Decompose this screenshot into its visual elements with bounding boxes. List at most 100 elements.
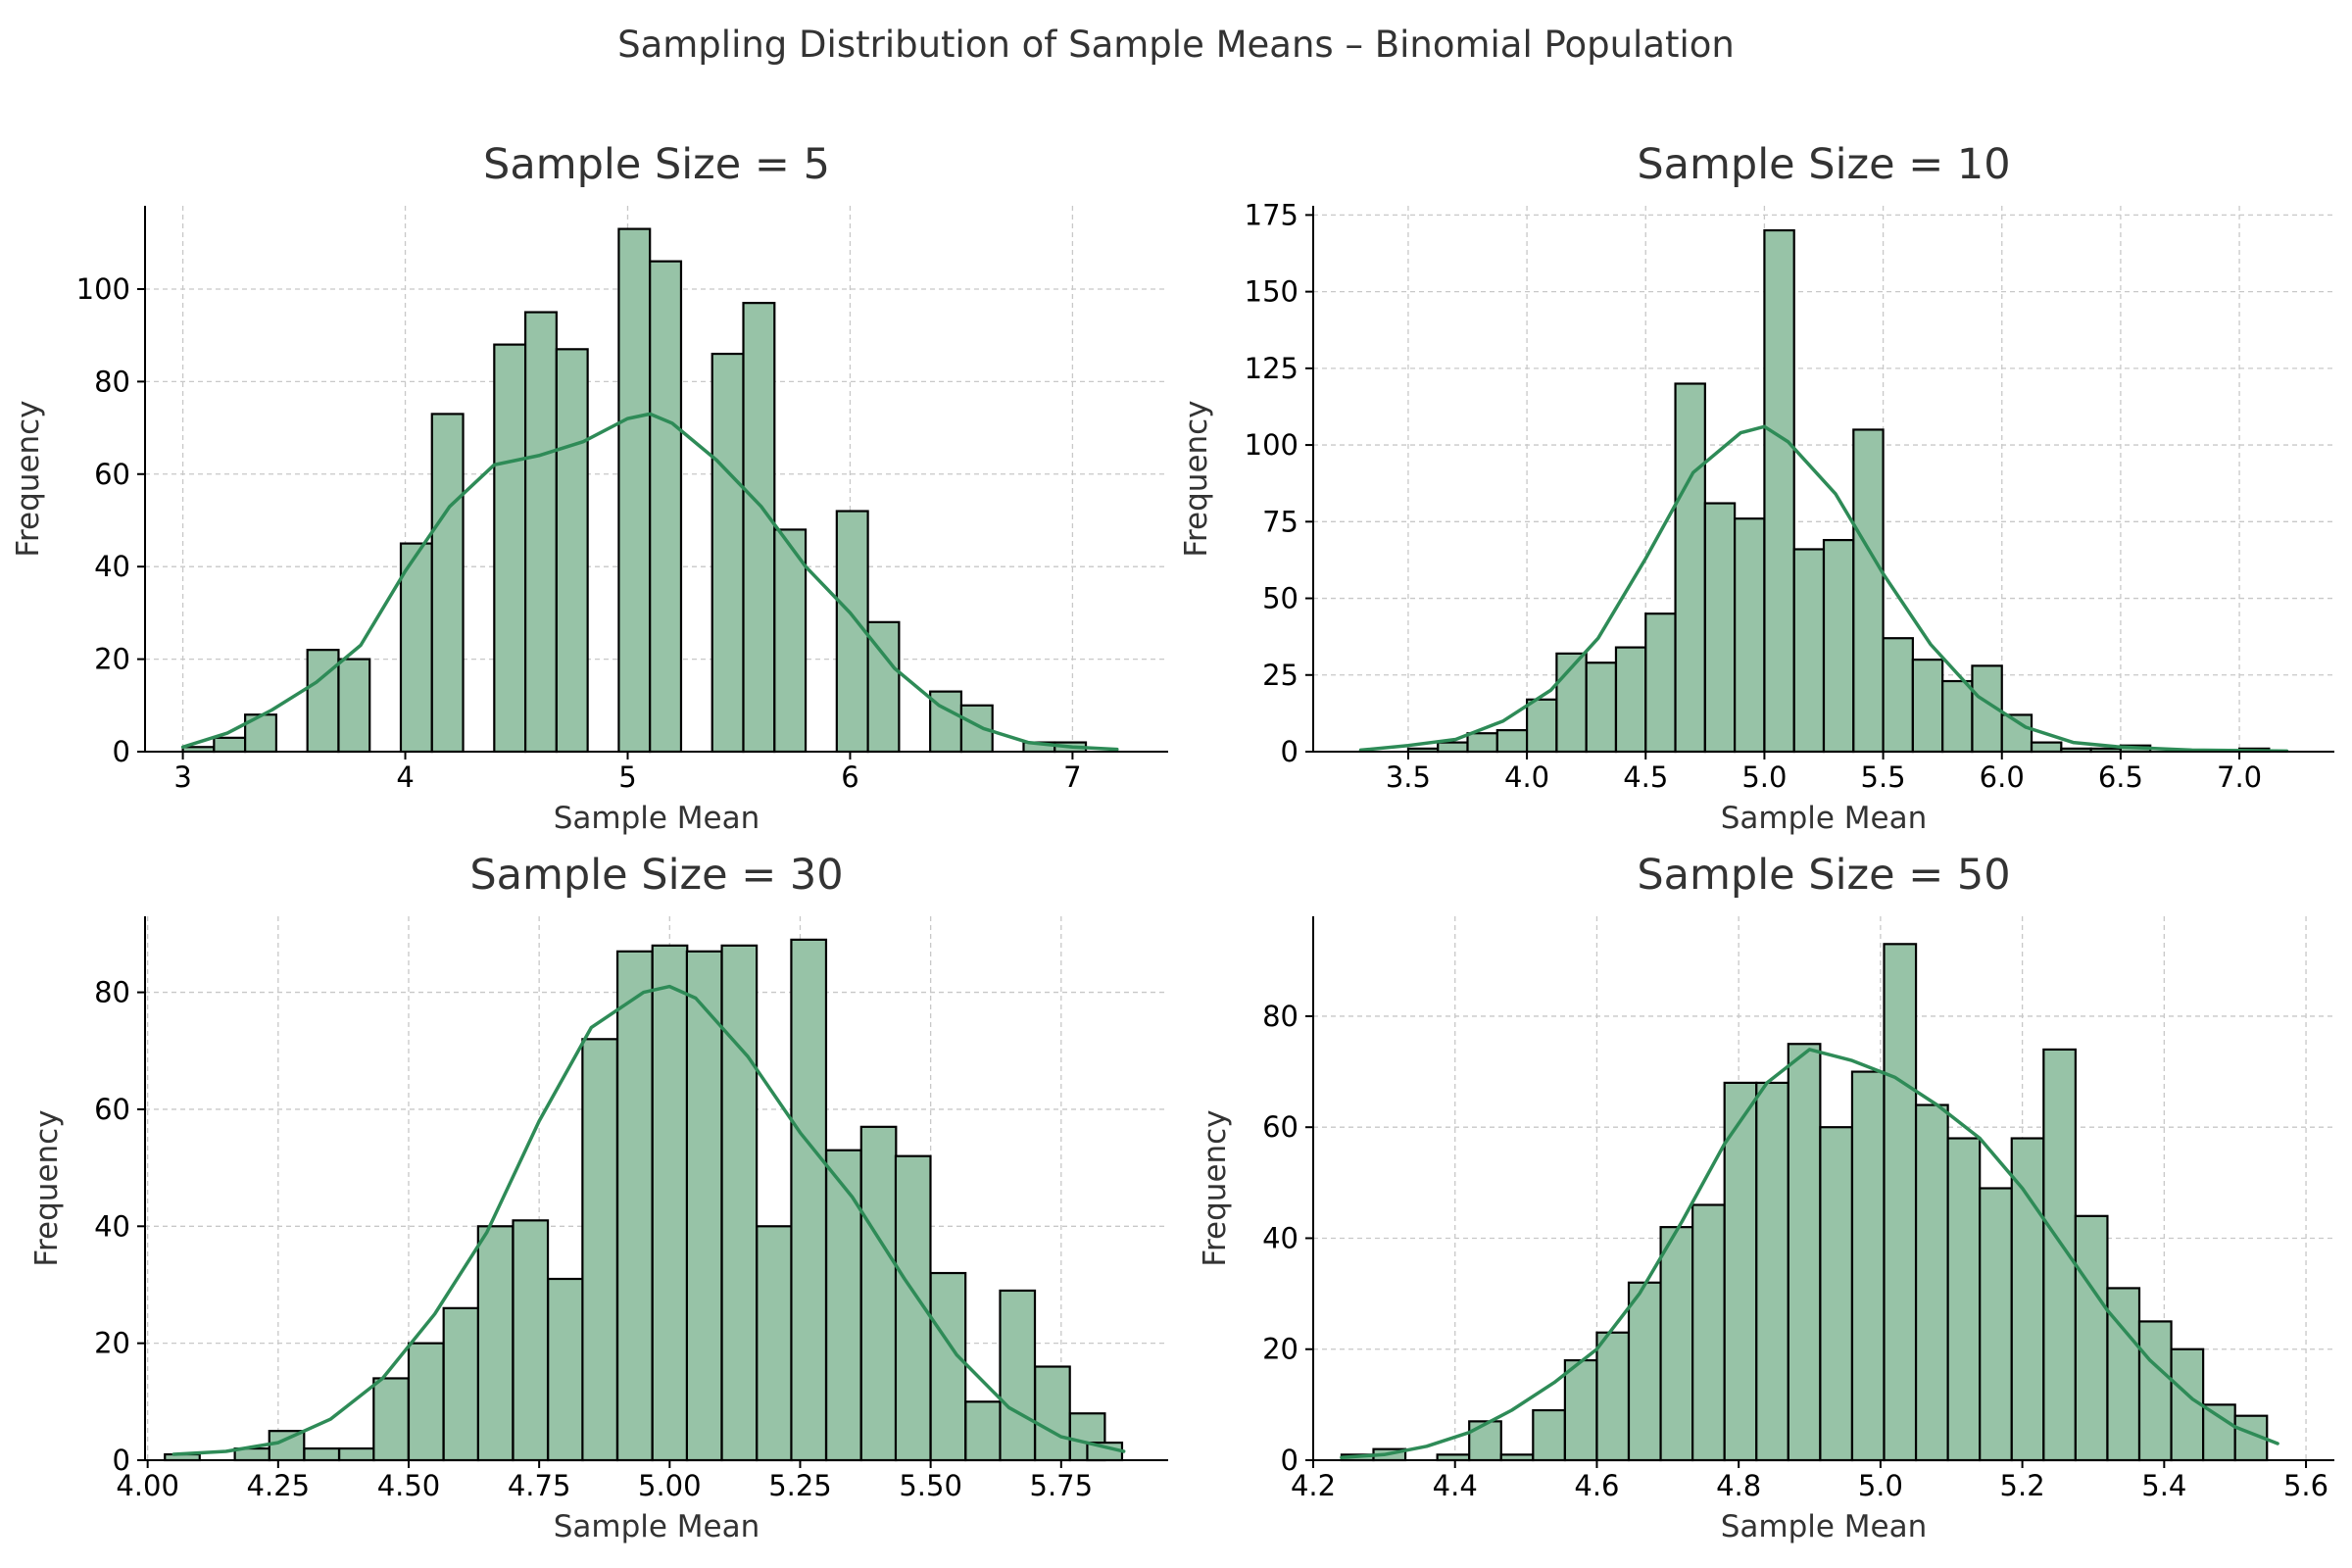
x-tick-label: 4.6: [1574, 1469, 1619, 1502]
y-tick-label: 0: [113, 1444, 130, 1477]
kde-curve: [172, 984, 1126, 1456]
x-tick-label: 5.0: [1741, 760, 1787, 794]
x-tick-label: 6.5: [2098, 760, 2143, 794]
histogram-bar: [430, 413, 465, 754]
x-tick-label: 5.4: [2141, 1469, 2186, 1502]
histogram-bar: [476, 1225, 514, 1462]
histogram-bar: [407, 1342, 445, 1462]
y-tick-label: 80: [94, 976, 130, 1009]
subplot-3: 4.00 4.25 4.50 4.75 5.00 5.25 5.50 5.75 0 20 40 60 8…: [29, 851, 1168, 1544]
histogram-bar: [1627, 1281, 1662, 1462]
histogram-bar: [1563, 1358, 1598, 1462]
histogram-bar: [649, 260, 683, 754]
histogram-bar: [1882, 637, 1914, 754]
histogram-bar: [1495, 728, 1529, 754]
kde-curve: [180, 412, 1119, 752]
subplot-title: Sample Size = 5: [483, 140, 830, 189]
y-tick-label: 80: [1262, 1000, 1298, 1033]
histogram-bar: [442, 1306, 480, 1462]
y-tick-label: 50: [1262, 582, 1298, 615]
x-tick-label: 4.00: [116, 1469, 179, 1502]
histogram-bar: [2074, 1214, 2109, 1462]
x-tick-label: 5.6: [2283, 1469, 2328, 1502]
y-axis-label: Frequency: [29, 1109, 65, 1266]
histogram-bar: [512, 1219, 550, 1462]
subplot-title: Sample Size = 50: [1637, 851, 2010, 900]
y-tick-label: 40: [94, 550, 130, 583]
histogram-bar: [720, 944, 759, 1462]
histogram-bar: [1883, 943, 1918, 1462]
histogram-bar: [1941, 679, 1974, 754]
x-axis-label: Sample Mean: [1721, 1509, 1928, 1544]
x-tick-label: 4.5: [1623, 760, 1668, 794]
histogram-bar: [303, 1446, 341, 1462]
histogram-bar: [2010, 1137, 2045, 1462]
x-axis-label: Sample Mean: [1721, 801, 1928, 836]
histogram-bar: [2137, 1320, 2173, 1462]
x-tick-label: 5.5: [1861, 760, 1906, 794]
histogram-bar: [268, 1430, 306, 1462]
y-tick-label: 25: [1262, 659, 1298, 692]
subplot-title: Sample Size = 10: [1637, 140, 2010, 189]
y-tick-label: 60: [94, 458, 130, 491]
x-tick-label: 5.00: [638, 1469, 702, 1502]
x-tick-label: 4.8: [1716, 1469, 1761, 1502]
x-tick-label: 4.2: [1291, 1469, 1336, 1502]
y-tick-label: 80: [94, 365, 130, 398]
histogram-bar: [617, 227, 652, 754]
y-axis-label: Frequency: [1198, 1109, 1233, 1266]
histogram-bar: [1850, 1070, 1886, 1462]
x-tick-label: 6: [841, 760, 858, 794]
histogram-bar: [338, 1446, 375, 1462]
histogram-bar: [1034, 1365, 1071, 1462]
y-tick-label: 100: [76, 272, 130, 306]
histogram-bar: [1979, 1187, 2013, 1462]
y-tick-label: 60: [1262, 1110, 1298, 1144]
histogram-bar: [1822, 538, 1855, 754]
histogram-bar: [1674, 382, 1706, 754]
y-tick-label: 0: [1281, 1444, 1298, 1477]
x-tick-label: 5.25: [768, 1469, 832, 1502]
histogram-bar: [685, 950, 723, 1462]
histogram-bar: [1532, 1408, 1566, 1462]
x-tick-label: 4.25: [247, 1469, 311, 1502]
histogram-bar: [2030, 741, 2063, 754]
histogram-bar: [1437, 741, 1469, 754]
y-tick-label: 40: [1262, 1221, 1298, 1254]
histogram-bar: [1659, 1226, 1694, 1462]
histogram-bar: [964, 1400, 1002, 1462]
histogram-bar: [555, 348, 589, 754]
x-tick-label: 7.0: [2217, 760, 2262, 794]
x-tick-label: 3.5: [1386, 760, 1431, 794]
subplot-title: Sample Size = 30: [469, 851, 843, 900]
histogram-bar: [710, 352, 745, 754]
histogram-bar: [1466, 732, 1498, 754]
x-axis-label: Sample Mean: [554, 801, 760, 836]
histogram-bar: [493, 343, 527, 754]
histogram-bar: [1792, 548, 1826, 754]
histogram-bar: [244, 713, 278, 754]
histogram-bar: [1911, 659, 1944, 754]
subplot-2: 3.5 4.0 4.5 5.0 5.5 6.0 6.5 7.0 0 25 50 75 100 125 150…: [1179, 140, 2334, 836]
histogram-bar: [372, 1377, 410, 1462]
histogram-bar: [2202, 1403, 2236, 1462]
x-axis-label: Sample Mean: [554, 1509, 760, 1544]
x-tick-label: 5.75: [1030, 1469, 1094, 1502]
y-tick-label: 60: [94, 1093, 130, 1126]
histogram-bar: [1734, 517, 1766, 754]
histogram-bar: [1595, 1331, 1631, 1462]
histogram-bar: [1723, 1081, 1758, 1462]
histogram-bar: [615, 950, 654, 1462]
subplot-1: 3 4 5 6 7 0 20 40 60 80 100 Sample Size = 5 Sample M…: [11, 140, 1168, 836]
histogram-bar: [1691, 1203, 1726, 1462]
histogram-bar: [742, 302, 776, 754]
y-axis-label: Frequency: [11, 400, 46, 557]
y-tick-label: 20: [94, 643, 130, 676]
histogram-bar: [547, 1277, 584, 1462]
histogram-bar: [1763, 228, 1795, 754]
histogram-bar: [1644, 612, 1677, 754]
x-tick-label: 5.2: [2000, 1469, 2045, 1502]
y-tick-label: 125: [1245, 352, 1298, 385]
histogram-bar: [773, 528, 808, 754]
x-tick-label: 5: [618, 760, 636, 794]
